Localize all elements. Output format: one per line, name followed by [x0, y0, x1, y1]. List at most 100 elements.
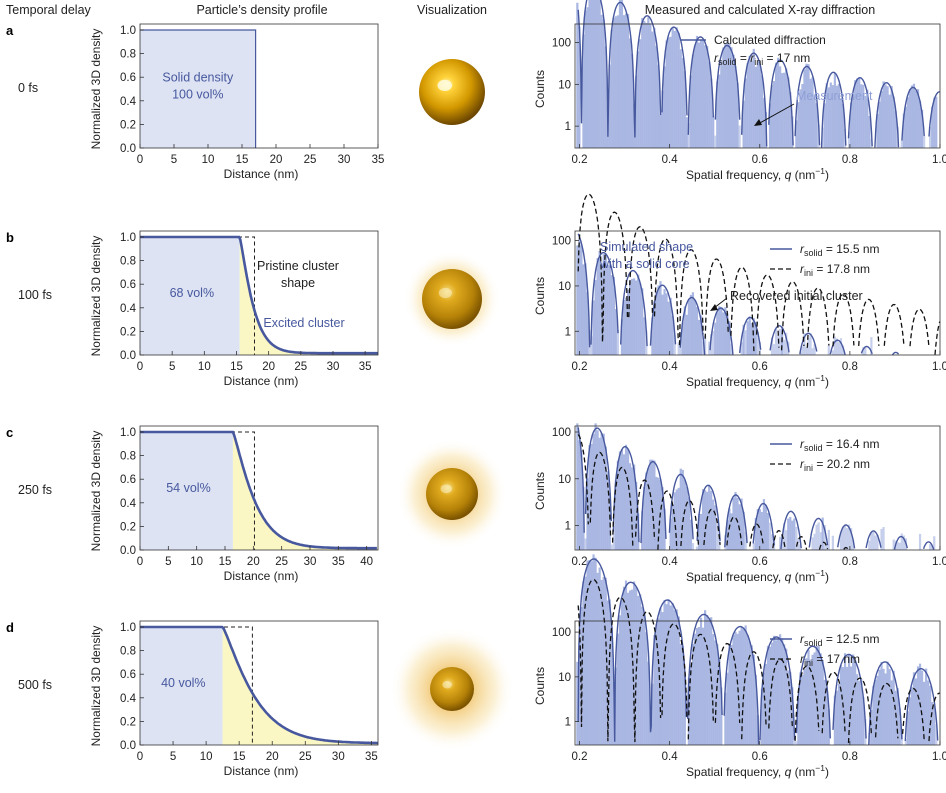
bar — [829, 82, 832, 148]
y-tick-label: 1 — [565, 326, 571, 338]
bar — [714, 640, 717, 745]
bar — [655, 291, 658, 355]
bar — [610, 29, 613, 149]
bar — [608, 64, 611, 148]
bar — [910, 687, 914, 745]
bar — [880, 662, 883, 745]
bar — [823, 525, 826, 550]
bar — [787, 77, 790, 148]
bar — [683, 306, 686, 355]
solid-core-area — [140, 432, 233, 550]
bar — [651, 683, 654, 745]
bar — [704, 610, 707, 745]
bar — [825, 541, 828, 550]
bar — [628, 463, 632, 550]
bar — [870, 337, 873, 355]
bar — [657, 285, 660, 355]
bar — [624, 580, 628, 745]
bar — [758, 63, 761, 148]
bar — [594, 423, 597, 550]
bar — [801, 674, 804, 745]
legend-rini: rini = 20.2 nm — [800, 457, 870, 473]
bar — [681, 322, 684, 355]
x-axis-label: Distance (nm) — [224, 374, 299, 388]
bar — [659, 607, 662, 745]
bar — [762, 97, 766, 148]
bar — [860, 84, 863, 148]
bar — [774, 328, 778, 355]
delay-label-b: 100 fs — [18, 288, 52, 302]
bar — [643, 317, 646, 355]
bar — [598, 250, 601, 355]
x-tick-label: 0.8 — [842, 361, 858, 373]
x-tick-label: 1.0 — [932, 751, 946, 763]
bar — [862, 697, 865, 745]
bar — [604, 253, 607, 355]
bar — [610, 626, 613, 745]
panel-letter-c: c — [6, 425, 13, 440]
header-temporal-delay: Temporal delay — [6, 3, 92, 17]
bar — [651, 31, 654, 148]
bar — [641, 511, 644, 550]
bar — [683, 479, 686, 550]
bar — [671, 27, 674, 148]
bar — [643, 487, 646, 550]
bar — [817, 522, 820, 550]
bar — [876, 534, 879, 550]
bar — [750, 645, 753, 745]
bar — [695, 546, 699, 550]
initial-cluster-curve — [577, 434, 849, 550]
bar — [726, 313, 729, 355]
bar — [916, 666, 920, 745]
bar — [754, 66, 757, 148]
bar — [768, 103, 772, 148]
bar — [626, 592, 630, 745]
bar — [756, 509, 759, 550]
measurement-arrow — [757, 103, 795, 125]
bar — [756, 331, 759, 355]
bar — [633, 278, 636, 355]
bar — [856, 78, 859, 148]
bar — [815, 524, 818, 550]
y-axis-label: Normalized 3D density — [89, 29, 103, 150]
bar — [789, 672, 792, 745]
bar — [580, 450, 583, 550]
bar — [667, 301, 670, 355]
bar — [882, 81, 885, 148]
bar — [772, 635, 776, 745]
x-tick-label: 35 — [365, 751, 378, 763]
x-tick-label: 30 — [332, 751, 345, 763]
bar — [898, 708, 901, 745]
bar — [618, 0, 622, 149]
bar — [774, 62, 778, 149]
x-tick-label: 1.0 — [932, 154, 946, 166]
bar — [645, 472, 648, 550]
bar — [886, 661, 889, 745]
bar — [825, 687, 828, 745]
bar — [850, 527, 853, 550]
bar — [740, 342, 743, 355]
bar — [699, 315, 703, 355]
y-tick-label: 1 — [565, 121, 571, 133]
bar — [835, 338, 839, 355]
bar — [839, 665, 843, 745]
bar — [679, 49, 682, 148]
bar — [746, 635, 749, 745]
bar — [904, 739, 907, 745]
bar — [714, 135, 717, 148]
y-tick-label: 0.8 — [120, 451, 136, 463]
bar — [817, 646, 820, 745]
bar — [760, 511, 763, 550]
bar — [673, 334, 676, 355]
bar — [742, 324, 745, 355]
bar — [584, 263, 587, 355]
bar — [772, 344, 776, 355]
bar — [768, 522, 772, 550]
x-tick-label: 5 — [169, 361, 175, 373]
bar — [929, 544, 932, 550]
bar — [701, 40, 705, 148]
bar — [783, 644, 786, 745]
bar — [868, 116, 871, 148]
bar — [677, 32, 680, 149]
